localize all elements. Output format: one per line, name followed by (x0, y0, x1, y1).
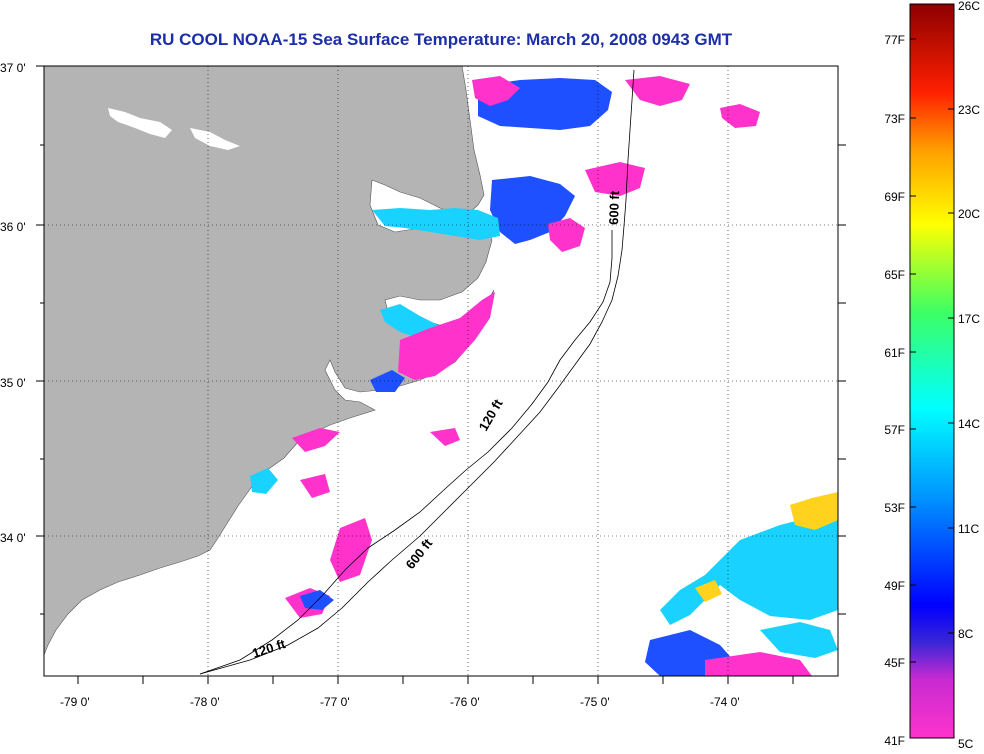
sound-water (190, 128, 240, 150)
contour-120ft (199, 230, 613, 675)
colorbar-c-label: 8C (958, 627, 974, 641)
lon-label: -79 0' (60, 695, 90, 709)
sound-water (108, 108, 172, 138)
lon-label: -74 0' (710, 695, 740, 709)
colorbar-f-label: 53F (884, 501, 905, 515)
colorbar-ticks (910, 3, 954, 739)
lat-label: 35 0' (0, 376, 26, 390)
colorbar-f-label: 61F (884, 346, 905, 360)
colorbar-f-label: 45F (884, 656, 905, 670)
colorbar-c-label: 5C (958, 737, 974, 751)
sst-patches (250, 76, 838, 676)
lat-label: 34 0' (0, 531, 26, 545)
map-frame (43, 65, 839, 677)
colorbar-c-label: 11C (958, 522, 979, 536)
contour-600ft (199, 69, 635, 675)
colorbar-c-label: 23C (958, 103, 980, 117)
colorbar-f-label: 57F (884, 423, 905, 437)
colorbar-f-label: 49F (884, 579, 905, 593)
colorbar (909, 3, 955, 739)
axis-ticks (36, 65, 846, 684)
lon-label: -77 0' (320, 695, 350, 709)
map-title: RU COOL NOAA-15 Sea Surface Temperature:… (149, 30, 733, 49)
colorbar-f-label: 77F (884, 33, 905, 47)
colorbar-f-label: 65F (884, 268, 905, 282)
colorbar-f-label: 41F (884, 734, 905, 748)
lon-label: -78 0' (190, 695, 220, 709)
contour-label: 600 ft (606, 190, 622, 225)
lon-label: -75 0' (580, 695, 610, 709)
lat-label: 37 0' (0, 61, 26, 75)
grid-lines (44, 66, 838, 676)
lon-label: -76 0' (450, 695, 480, 709)
lat-label: 36 0' (0, 220, 26, 234)
colorbar-c-label: 26C (958, 0, 980, 13)
colorbar-c-label: 20C (958, 207, 980, 221)
colorbar-f-label: 69F (884, 190, 905, 204)
colorbar-f-label: 73F (884, 112, 905, 126)
colorbar-c-label: 14C (958, 417, 980, 431)
colorbar-c-label: 17C (958, 312, 980, 326)
